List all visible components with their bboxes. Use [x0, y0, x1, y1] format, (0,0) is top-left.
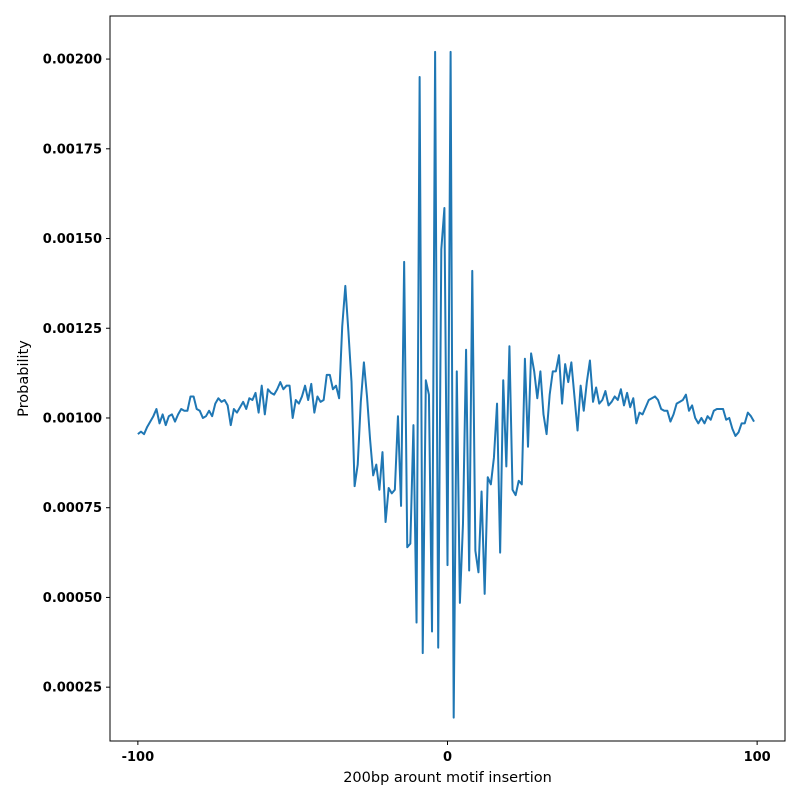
x-tick-label: 100 — [744, 750, 771, 765]
y-tick-label: 0.00150 — [43, 232, 102, 247]
x-axis-label: 200bp arount motif insertion — [343, 770, 552, 786]
y-tick-label: 0.00125 — [43, 322, 102, 337]
y-tick-label: 0.00075 — [43, 501, 102, 516]
plot-area — [137, 50, 755, 719]
y-tick-label: 0.00100 — [43, 411, 102, 426]
plot-frame — [109, 15, 786, 742]
y-axis-label: Probability — [16, 340, 32, 417]
y-tick-label: 0.00175 — [43, 142, 102, 157]
y-axis-ticks: 0.00025 0.00050 0.00075 0.00100 0.00125 0.001… — [43, 53, 110, 696]
x-tick-label: 0 — [443, 750, 452, 765]
y-tick-label: 0.00200 — [43, 53, 102, 68]
x-axis-ticks: -100 0 100 — [122, 741, 771, 765]
series-line-0 — [137, 50, 755, 719]
y-tick-label: 0.00050 — [43, 591, 102, 606]
y-tick-label: 0.00025 — [43, 681, 102, 696]
x-tick-label: -100 — [122, 750, 155, 765]
